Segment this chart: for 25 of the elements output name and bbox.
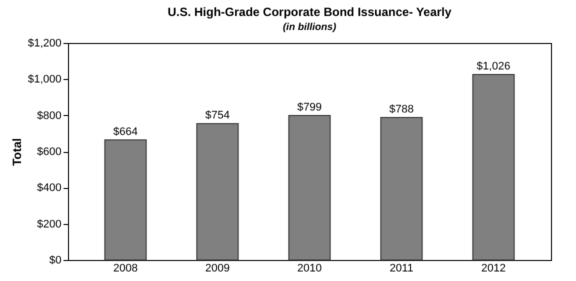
bar: [472, 74, 515, 260]
y-tick-label: $200: [37, 218, 62, 230]
chart-subtitle: (in billions): [282, 22, 337, 33]
y-tick-label: $0: [49, 254, 62, 266]
data-label: $1,026: [476, 60, 510, 72]
x-tick-label: 2011: [390, 262, 414, 274]
x-tick-label: 2008: [113, 262, 138, 274]
x-tick-label: 2010: [297, 262, 322, 274]
y-tick-label: $400: [37, 182, 62, 194]
data-label: $754: [205, 110, 230, 122]
bar: [380, 117, 423, 260]
bar: [104, 139, 147, 260]
y-tick-label: $1,200: [28, 38, 62, 50]
bar: [196, 123, 239, 260]
y-tick-label: $600: [37, 146, 62, 158]
chart-title: U.S. High-Grade Corporate Bond Issuance- Yearly: [168, 5, 452, 19]
data-label: $664: [113, 126, 138, 138]
y-tick-label: $1,000: [28, 74, 62, 86]
y-axis-title: Total: [10, 138, 24, 166]
data-label: $799: [297, 102, 322, 114]
bar: [288, 115, 331, 260]
x-tick-label: 2009: [205, 262, 230, 274]
x-tick-label: 2012: [481, 262, 506, 274]
y-tick-label: $800: [37, 110, 62, 122]
data-label: $788: [389, 104, 414, 116]
